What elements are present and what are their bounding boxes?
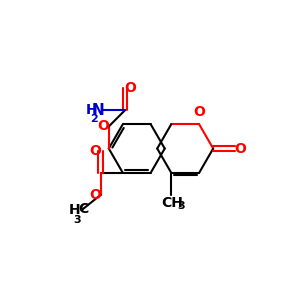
Text: O: O: [89, 188, 101, 202]
Text: O: O: [193, 105, 205, 119]
Text: 3: 3: [178, 201, 185, 211]
Text: H: H: [68, 203, 80, 217]
Text: H: H: [86, 103, 98, 117]
Text: C: C: [78, 202, 88, 216]
Text: O: O: [89, 144, 101, 158]
Text: O: O: [98, 119, 110, 134]
Text: N: N: [92, 103, 104, 118]
Text: 2: 2: [90, 114, 98, 124]
Text: O: O: [124, 81, 136, 95]
Text: CH: CH: [162, 196, 184, 210]
Text: 3: 3: [73, 214, 81, 225]
Text: O: O: [235, 142, 247, 155]
